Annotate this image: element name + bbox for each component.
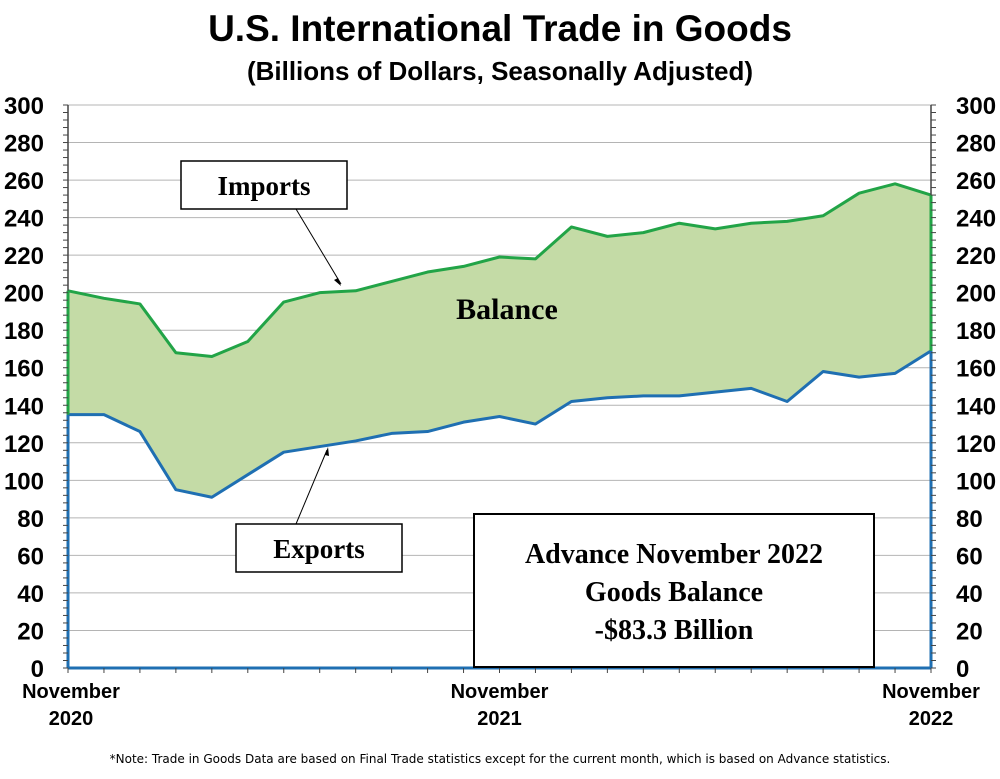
chart-title: U.S. International Trade in Goods <box>208 8 792 49</box>
y-tick-left-80: 80 <box>17 506 44 533</box>
y-tick-right-120: 120 <box>956 431 996 458</box>
y-tick-left-140: 140 <box>4 393 44 420</box>
summary-line-2: Goods Balance <box>585 577 763 608</box>
y-tick-right-160: 160 <box>956 356 996 383</box>
y-tick-right-60: 60 <box>956 543 983 570</box>
y-tick-left-160: 160 <box>4 356 44 383</box>
y-tick-right-40: 40 <box>956 581 983 608</box>
y-tick-left-100: 100 <box>4 468 44 495</box>
x-label-month-0: November <box>22 681 120 703</box>
y-tick-left-200: 200 <box>4 281 44 308</box>
exports-arrow <box>295 449 328 525</box>
balance-area-layer <box>68 183 931 498</box>
y-tick-left-220: 220 <box>4 243 44 270</box>
imports-arrow <box>295 208 342 285</box>
x-label-year-0: 2020 <box>49 708 94 730</box>
y-tick-right-280: 280 <box>956 131 996 158</box>
y-tick-right-180: 180 <box>956 318 996 345</box>
exports-label-box <box>235 523 403 573</box>
y-tick-right-220: 220 <box>956 243 996 270</box>
summary-line-3: -$83.3 Billion <box>595 615 754 646</box>
y-tick-labels: 0 0 20 20 40 40 60 60 80 80 100 100 120 120 140 140 160 1… <box>4 93 996 683</box>
y-tick-left-280: 280 <box>4 131 44 158</box>
y-tick-left-0: 0 <box>31 656 44 683</box>
balance-label: Balance <box>456 293 558 326</box>
y-tick-right-80: 80 <box>956 506 983 533</box>
balance-area <box>68 183 931 498</box>
y-tick-right-240: 240 <box>956 206 996 233</box>
y-tick-right-200: 200 <box>956 281 996 308</box>
x-label-year-2: 2022 <box>909 708 954 730</box>
y-tick-right-140: 140 <box>956 393 996 420</box>
imports-label-box <box>180 160 348 210</box>
y-tick-left-180: 180 <box>4 318 44 345</box>
imports-arrowhead <box>334 278 341 286</box>
footnote: *Note: Trade in Goods Data are based on … <box>109 752 891 766</box>
y-tick-right-100: 100 <box>956 468 996 495</box>
y-tick-right-300: 300 <box>956 93 996 120</box>
y-tick-left-60: 60 <box>17 543 44 570</box>
imports-label: Imports <box>218 171 311 201</box>
y-tick-right-260: 260 <box>956 168 996 195</box>
y-tick-left-120: 120 <box>4 431 44 458</box>
y-tick-left-260: 260 <box>4 168 44 195</box>
y-tick-right-0: 0 <box>956 656 969 683</box>
x-label-month-1: November <box>451 681 549 703</box>
summary-line-1: Advance November 2022 <box>525 539 823 570</box>
y-tick-left-40: 40 <box>17 581 44 608</box>
annotations: Imports Exports Balance Advance November… <box>180 160 875 668</box>
exports-arrowhead <box>325 447 329 456</box>
chart-subtitle: (Billions of Dollars, Seasonally Adjuste… <box>246 56 754 86</box>
x-tick-labels: November 2020 November 2021 November 2022 <box>22 681 980 730</box>
y-tick-left-300: 300 <box>4 93 44 120</box>
y-tick-left-240: 240 <box>4 206 44 233</box>
x-label-month-2: November <box>882 681 980 703</box>
exports-label: Exports <box>273 534 365 564</box>
summary-box <box>473 513 875 668</box>
y-tick-left-20: 20 <box>17 618 44 645</box>
y-tick-right-20: 20 <box>956 618 983 645</box>
x-label-year-1: 2021 <box>477 708 522 730</box>
